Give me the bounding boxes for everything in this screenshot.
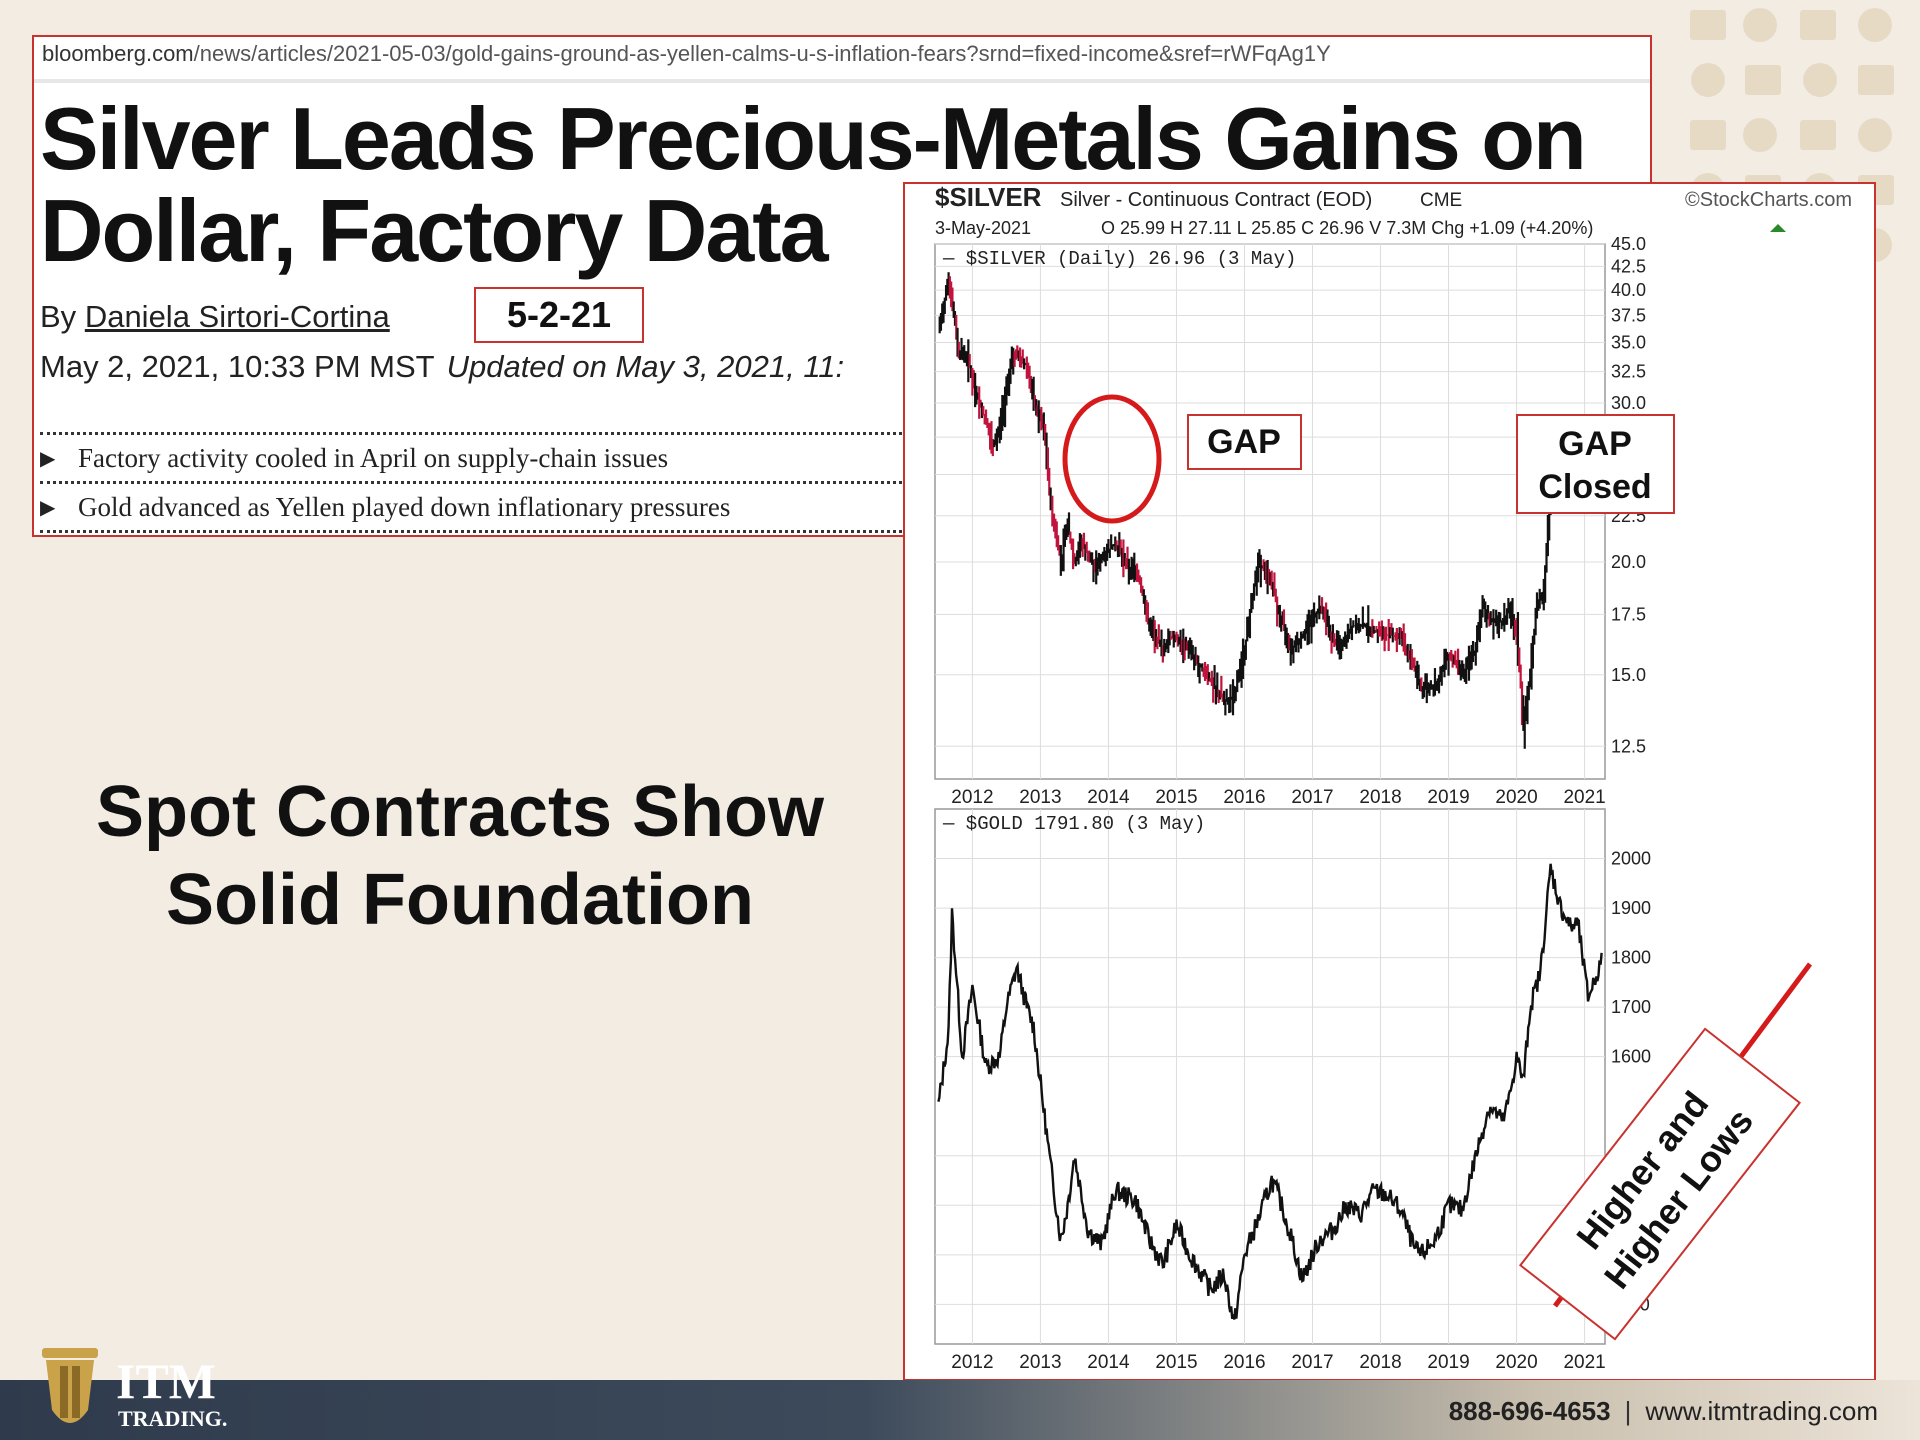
- chart-symbol: $SILVER: [935, 184, 1042, 212]
- gold-panel: 2012 2013 2014 2015 2016 2017 2018 2019 2020 2021…: [934, 808, 1651, 1373]
- x-tick-label: 2014: [1087, 787, 1130, 808]
- y-tick-label: 15.0: [1611, 665, 1646, 685]
- bullet-arrow-icon: ▶: [40, 447, 56, 470]
- x-tick-label: 2021: [1563, 1352, 1605, 1373]
- chart-description: Silver - Continuous Contract (EOD): [1060, 189, 1372, 211]
- y-tick-label: 42.5: [1611, 256, 1646, 276]
- stockcharts-figure: $SILVER Silver - Continuous Contract (EO…: [934, 184, 1852, 1373]
- itm-logo: ITM TRADING.: [42, 1348, 227, 1431]
- y-tick-label: 20.0: [1611, 552, 1646, 572]
- x-tick-label: 2018: [1359, 787, 1401, 808]
- gold-legend: — $GOLD 1791.80 (3 May): [942, 813, 1205, 835]
- article-url[interactable]: bloomberg.com/news/articles/2021-05-03/g…: [42, 41, 1331, 67]
- author-link[interactable]: Daniela Sirtori-Cortina: [84, 299, 390, 334]
- updated-time: Updated on May 3, 2021, 11:: [446, 349, 845, 384]
- date-callout: 5-2-21: [474, 287, 644, 343]
- bullet-item: ▶ Factory activity cooled in April on sup…: [40, 432, 1040, 481]
- x-tick-label: 2015: [1155, 1352, 1197, 1373]
- footer-contact: 888-696-4653 | www.itmtrading.com: [1449, 1396, 1878, 1427]
- y-tick-label: 30.0: [1611, 393, 1646, 413]
- x-tick-label: 2016: [1223, 1352, 1265, 1373]
- byline-prefix: By: [40, 299, 77, 334]
- phone-number[interactable]: 888-696-4653: [1448, 1396, 1611, 1426]
- x-tick-label: 2018: [1359, 1352, 1401, 1373]
- bullet-item: ▶ Gold advanced as Yellen played down inf…: [40, 481, 1040, 533]
- y-tick-label: 2000: [1611, 849, 1651, 869]
- y-tick-label: 1800: [1611, 948, 1651, 968]
- y-tick-label: 45.0: [1611, 234, 1646, 254]
- y-tick-label: 12.5: [1611, 736, 1646, 756]
- bullet-arrow-icon: ▶: [40, 496, 56, 519]
- headline-line-1: Silver Leads Precious-Metals Gains on: [40, 89, 1587, 188]
- website-link[interactable]: www.itmtrading.com: [1645, 1396, 1878, 1426]
- gold-price-line: [937, 863, 1603, 1320]
- headline-line-2: Dollar, Factory Data: [40, 181, 829, 280]
- x-tick-label: 2019: [1427, 1352, 1469, 1373]
- chart-date: 3-May-2021: [935, 218, 1031, 238]
- article-headline: Silver Leads Precious-Metals Gains on Do…: [40, 93, 1680, 277]
- y-tick-label: 40.0: [1611, 280, 1646, 300]
- chart-source: ©StockCharts.com: [1685, 189, 1852, 211]
- y-tick-label: 32.5: [1611, 362, 1646, 382]
- article-panel: bloomberg.com/news/articles/2021-05-03/g…: [32, 35, 1652, 537]
- x-tick-label: 2013: [1019, 787, 1061, 808]
- gap-circle: [1062, 394, 1162, 524]
- dateline: May 2, 2021, 10:33 PM MST Updated on May …: [40, 349, 844, 385]
- url-host: bloomberg.com: [42, 41, 194, 66]
- bullet-text: Factory activity cooled in April on supp…: [78, 442, 669, 473]
- url-divider: [34, 79, 1650, 83]
- published-time: May 2, 2021, 10:33 PM MST: [40, 349, 435, 384]
- x-tick-label: 2014: [1087, 1352, 1130, 1373]
- side-heading: Spot Contracts Show Solid Foundation: [60, 768, 860, 944]
- x-tick-label: 2013: [1019, 1352, 1061, 1373]
- x-tick-label: 2016: [1223, 787, 1265, 808]
- gap-closed-box: [1516, 414, 1675, 514]
- plot-area: [934, 808, 1606, 1345]
- y-tick-label: 1700: [1611, 997, 1651, 1017]
- contact-separator: |: [1624, 1396, 1632, 1426]
- x-tick-label: 2019: [1427, 787, 1469, 808]
- higher-lows-box: [1518, 1027, 1802, 1341]
- x-tick-label: 2017: [1291, 787, 1333, 808]
- gap-closed-line-1: GAP: [1558, 425, 1632, 463]
- logo-text: ITM: [116, 1353, 216, 1409]
- gap-label: GAP: [1207, 423, 1281, 461]
- y-tick-label: 1600: [1611, 1047, 1651, 1067]
- x-tick-label: 2020: [1495, 1352, 1537, 1373]
- side-heading-line-2: Solid Foundation: [166, 860, 754, 940]
- itm-logo-mark: [42, 1348, 98, 1423]
- plot-area: [934, 243, 1606, 780]
- y-tick-label: 17.5: [1611, 604, 1646, 624]
- gap-label-box: [1187, 414, 1302, 470]
- bullet-text: Gold advanced as Yellen played down infl…: [78, 491, 731, 522]
- x-tick-label: 2015: [1155, 787, 1197, 808]
- x-tick-label: 2020: [1495, 787, 1537, 808]
- y-tick-label: 37.5: [1611, 305, 1646, 325]
- chart-exchange: CME: [1420, 190, 1462, 211]
- side-heading-line-1: Spot Contracts Show: [95, 772, 824, 852]
- byline: By Daniela Sirtori-Cortina: [40, 299, 390, 335]
- footer-bar: [0, 1380, 1920, 1440]
- silver-legend: — $SILVER (Daily) 26.96 (3 May): [942, 248, 1296, 270]
- chart-panel: $SILVER Silver - Continuous Contract (EO…: [903, 182, 1876, 1381]
- up-arrow-icon: [1770, 224, 1786, 232]
- x-tick-label: 2012: [951, 1352, 993, 1373]
- x-tick-label: 2012: [951, 787, 993, 808]
- x-tick-label: 2017: [1291, 1352, 1333, 1373]
- chart-ohlc: O 25.99 H 27.11 L 25.85 C 26.96 V 7.3M C…: [1101, 218, 1593, 238]
- silver-panel: 2012 2013 2014 2015 2016 2017 2018 2019 2020 2021…: [934, 234, 1646, 808]
- summary-bullets: ▶ Factory activity cooled in April on sup…: [40, 432, 1040, 533]
- x-tick-label: 2021: [1563, 787, 1605, 808]
- y-tick-label: 35.0: [1611, 333, 1646, 353]
- logo-subtext: TRADING.: [118, 1406, 227, 1431]
- gap-closed-line-2: Closed: [1538, 468, 1651, 506]
- url-path: /news/articles/2021-05-03/gold-gains-gro…: [193, 41, 1331, 66]
- y-tick-label: 1900: [1611, 898, 1651, 918]
